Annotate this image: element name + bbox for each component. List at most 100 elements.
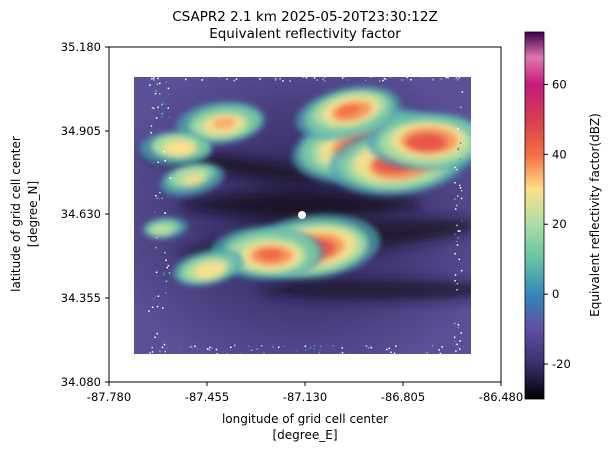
x-tick-label: -87.455 bbox=[185, 390, 229, 404]
edge-speckle bbox=[215, 348, 218, 351]
edge-speckle bbox=[432, 79, 434, 81]
edge-speckle bbox=[156, 83, 159, 85]
edge-speckle bbox=[157, 161, 159, 164]
edge-speckle bbox=[206, 348, 209, 350]
edge-speckle bbox=[459, 137, 462, 140]
edge-speckle bbox=[341, 352, 344, 354]
edge-speckle bbox=[158, 93, 161, 95]
edge-speckle bbox=[239, 353, 242, 354]
storm-cell-contour bbox=[415, 134, 441, 147]
edge-speckle bbox=[459, 158, 461, 161]
edge-speckle bbox=[167, 264, 170, 267]
edge-speckle bbox=[454, 198, 456, 200]
storm-cell-contour bbox=[183, 173, 205, 185]
edge-speckle bbox=[382, 79, 384, 82]
edge-speckle bbox=[153, 107, 155, 110]
edge-speckle bbox=[168, 272, 171, 274]
edge-speckle bbox=[445, 77, 447, 79]
edge-speckle bbox=[282, 80, 284, 82]
edge-speckle bbox=[235, 78, 238, 80]
edge-speckle bbox=[461, 91, 464, 93]
edge-speckle bbox=[184, 78, 187, 81]
edge-speckle bbox=[230, 346, 232, 349]
edge-speckle bbox=[347, 79, 349, 81]
edge-speckle bbox=[309, 346, 312, 349]
y-tick-label: 34.355 bbox=[61, 291, 101, 305]
x-axis-label: longitude of grid cell center bbox=[222, 412, 388, 426]
edge-speckle bbox=[455, 350, 457, 352]
edge-speckle bbox=[318, 352, 321, 354]
edge-speckle bbox=[459, 142, 462, 144]
edge-speckle bbox=[203, 353, 206, 354]
edge-speckle bbox=[154, 295, 157, 298]
edge-speckle bbox=[278, 78, 281, 81]
edge-speckle bbox=[155, 117, 158, 119]
edge-speckle bbox=[410, 78, 412, 81]
edge-speckle bbox=[455, 169, 458, 171]
edge-speckle bbox=[155, 271, 158, 274]
edge-speckle bbox=[166, 347, 169, 349]
colorbar-label: Equivalent reflectivity factor(dBZ) bbox=[588, 113, 602, 317]
chart-title: CSAPR2 2.1 km 2025-05-20T23:30:12Z bbox=[172, 9, 438, 25]
edge-speckle bbox=[156, 332, 159, 335]
y-tick-label: 34.630 bbox=[61, 207, 101, 221]
reflectivity-field bbox=[134, 77, 471, 354]
storm-cell-contour bbox=[257, 248, 284, 261]
edge-speckle bbox=[456, 282, 459, 285]
edge-speckle bbox=[149, 130, 151, 133]
edge-speckle bbox=[152, 298, 155, 301]
storm-cell bbox=[142, 217, 188, 239]
y-axis: 34.080 34.355 34.630 34.905 35.180 latit… bbox=[9, 40, 109, 389]
edge-speckle bbox=[458, 77, 460, 79]
edge-speckle bbox=[272, 346, 274, 348]
edge-speckle bbox=[148, 79, 151, 81]
edge-speckle bbox=[169, 77, 171, 79]
edge-speckle bbox=[256, 77, 258, 78]
edge-speckle bbox=[428, 77, 430, 78]
edge-speckle bbox=[167, 107, 170, 109]
edge-speckle bbox=[460, 197, 463, 200]
edge-speckle bbox=[211, 347, 213, 349]
edge-speckle bbox=[151, 306, 154, 308]
edge-speckle bbox=[426, 352, 429, 354]
x-tick-label: -87.780 bbox=[87, 390, 131, 404]
edge-speckle bbox=[457, 147, 460, 150]
edge-speckle bbox=[459, 230, 461, 232]
x-tick-label: -86.805 bbox=[381, 390, 425, 404]
colorbar-ticks: -20 0 20 40 60 bbox=[544, 77, 571, 371]
edge-speckle bbox=[343, 77, 345, 78]
edge-speckle bbox=[274, 77, 277, 80]
storm-cell bbox=[366, 112, 471, 171]
colorbar: -20 0 20 40 60 Equivalent reflectivity facto… bbox=[524, 31, 602, 400]
edge-speckle bbox=[460, 332, 463, 334]
chart-subtitle: Equivalent reflectivity factor bbox=[209, 26, 401, 42]
edge-speckle bbox=[157, 77, 159, 80]
edge-speckle bbox=[454, 166, 456, 169]
edge-speckle bbox=[149, 84, 151, 86]
edge-speckle bbox=[164, 212, 166, 214]
edge-speckle bbox=[457, 149, 460, 151]
edge-speckle bbox=[461, 219, 463, 222]
edge-speckle bbox=[459, 106, 461, 108]
edge-speckle bbox=[388, 347, 391, 350]
edge-speckle bbox=[161, 197, 163, 200]
storm-cell-contour bbox=[153, 225, 169, 234]
storm-cell bbox=[176, 101, 266, 145]
colorbar-gradient bbox=[524, 31, 545, 400]
edge-speckle bbox=[289, 79, 291, 82]
plot-area bbox=[109, 47, 501, 382]
edge-speckle bbox=[208, 349, 211, 351]
edge-speckle bbox=[196, 347, 199, 350]
edge-speckle bbox=[454, 208, 457, 210]
edge-speckle bbox=[150, 125, 153, 128]
edge-speckle bbox=[161, 103, 163, 106]
edge-speckle bbox=[251, 349, 253, 351]
edge-speckle bbox=[248, 345, 250, 347]
edge-speckle bbox=[156, 305, 159, 308]
edge-speckle bbox=[316, 79, 319, 81]
edge-speckle bbox=[149, 352, 151, 354]
edge-speckle bbox=[209, 346, 211, 349]
edge-speckle bbox=[226, 78, 228, 80]
edge-speckle bbox=[440, 78, 442, 80]
